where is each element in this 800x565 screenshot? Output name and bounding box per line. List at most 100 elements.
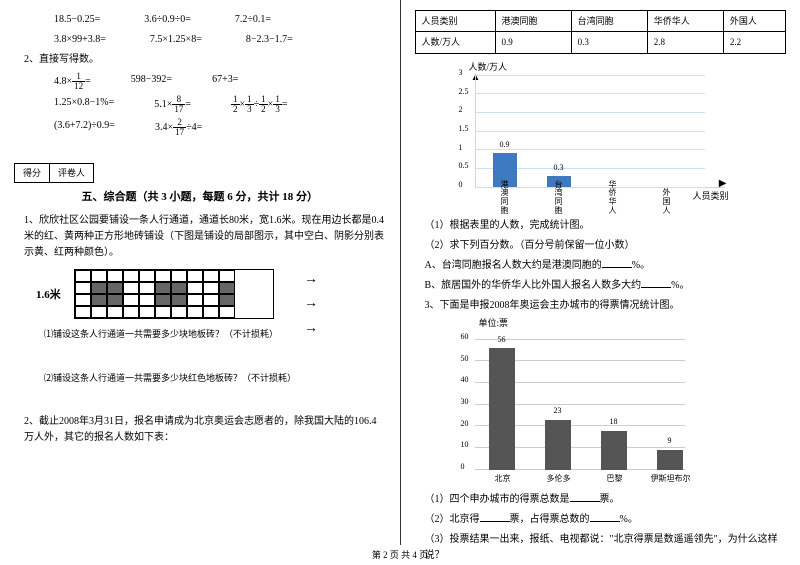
cell: 0.3	[571, 32, 647, 53]
y-tick: 60	[461, 331, 469, 344]
fraction: 12	[259, 95, 268, 114]
y-tick: 1	[459, 142, 463, 155]
y-tick: 0.5	[459, 160, 469, 173]
x-category: 华侨华人	[601, 181, 625, 216]
eq: 18.5−0.25=	[54, 12, 100, 28]
eq: 3.8×99+3.8=	[54, 32, 106, 48]
bar-value: 18	[601, 416, 627, 429]
text: %。	[620, 514, 638, 525]
score-box: 得分 评卷人	[14, 163, 94, 183]
section-5-title: 五、综合题（共 3 小题，每题 6 分，共计 18 分）	[14, 189, 386, 207]
q1-text: 1、欣欣社区公园要铺设一条人行通道，通道长80米，宽1.6米。现在用边长都是0.…	[24, 213, 386, 261]
arrow-right-icon: →	[304, 269, 318, 291]
y-tick: 40	[461, 374, 469, 387]
q2-title: 2、直接写得数。	[24, 52, 386, 68]
pave-grid	[74, 269, 274, 319]
score-label: 得分	[15, 164, 50, 182]
eq: 7.2÷0.1=	[235, 12, 271, 28]
bar	[601, 431, 627, 470]
th: 外国人	[723, 11, 785, 32]
text: （2）北京得	[425, 514, 480, 525]
q-2-2a: A、台湾同胞报名人数大约是港澳同胞的%。	[425, 258, 787, 274]
cell: 2.8	[647, 32, 723, 53]
equation-row: 3.8×99+3.8= 7.5×1.25×8= 8−2.3−1.7=	[54, 32, 386, 48]
arrow-icons: → → →	[304, 269, 318, 340]
applicant-bar-chart: 人数/万人 ▲ ▶ 人员类别 00.511.522.53 0.9港澳同胞0.3台…	[445, 62, 725, 212]
text: %。	[671, 280, 689, 291]
grid-line	[475, 131, 705, 132]
cell: 0.9	[495, 32, 571, 53]
blank	[641, 287, 671, 288]
y-tick: 2.5	[459, 86, 469, 99]
q-2-1: （1）根据表里的人数，完成统计图。	[425, 218, 787, 234]
y-tick: 2	[459, 104, 463, 117]
table-row: 人员类别 港澳同胞 台湾同胞 华侨华人 外国人	[415, 11, 786, 32]
den: 2	[259, 105, 268, 114]
eq-part: ÷4=	[186, 122, 202, 133]
x-category: 伊斯坦布尔	[649, 473, 693, 486]
q-2-2: （2）求下列百分数。（百分号前保留一位小数）	[425, 238, 787, 254]
fraction: 112	[72, 72, 85, 91]
equation-row: 1.25×0.8−1%= 5.1×817= 12×13÷12×13=	[54, 95, 386, 114]
eq: 12×13÷12×13=	[231, 95, 287, 114]
x-category: 外国人	[655, 189, 679, 215]
cell: 2.2	[723, 32, 785, 53]
eq: 1.25×0.8−1%=	[54, 95, 114, 114]
table-row: 人数/万人 0.9 0.3 2.8 2.2	[415, 32, 786, 53]
th: 华侨华人	[647, 11, 723, 32]
page-footer: 第 2 页 共 4 页	[0, 548, 800, 561]
y-tick: 50	[461, 353, 469, 366]
blank	[570, 501, 600, 502]
bar	[657, 450, 683, 470]
den: 12	[72, 82, 85, 91]
arrow-right-icon: →	[304, 318, 318, 340]
blank	[602, 267, 632, 268]
text: 票，占得票总数的	[510, 514, 590, 525]
fraction: 217	[173, 118, 186, 137]
eq: 67+3=	[212, 72, 238, 91]
q3-2: （2）北京得 票，占得票总数的 %。	[425, 512, 787, 528]
bar-value: 56	[489, 334, 515, 347]
eq: 7.5×1.25×8=	[150, 32, 202, 48]
y-tick: 30	[461, 396, 469, 409]
q-2-2b: B、旅居国外的华侨华人比外国人报名人数多大约 %。	[425, 278, 787, 294]
x-category: 港澳同胞	[493, 181, 517, 216]
text: B、旅居国外的华侨华人比外国人报名人数多大约	[425, 280, 642, 291]
den: 3	[245, 105, 254, 114]
equation-row: 4.8×112= 598−392= 67+3=	[54, 72, 386, 91]
th: 台湾同胞	[571, 11, 647, 32]
bar	[545, 420, 571, 470]
text: （1）四个申办城市的得票总数是	[425, 494, 570, 505]
pave-width-label: 1.6米	[36, 287, 61, 305]
blank	[590, 521, 620, 522]
x-category: 北京	[481, 473, 525, 486]
bar	[489, 348, 515, 469]
unit-label: 单位:票	[479, 316, 509, 330]
x-category: 巴黎	[593, 473, 637, 486]
grader-label: 评卷人	[50, 164, 93, 182]
text: 票。	[600, 494, 620, 505]
eq: 598−392=	[131, 72, 172, 91]
th: 人员类别	[415, 11, 495, 32]
paving-diagram: 1.6米 → → →	[74, 269, 274, 319]
eq-part: 3.4×	[155, 122, 173, 133]
eq-part: 4.8×	[54, 76, 72, 87]
equation-row: 18.5−0.25= 3.6÷0.9÷0= 7.2÷0.1=	[54, 12, 386, 28]
y-tick: 0	[461, 461, 465, 474]
fraction: 12	[231, 95, 240, 114]
den: 17	[172, 105, 185, 114]
bar-value: 9	[657, 435, 683, 448]
grid-line	[475, 112, 705, 113]
eq: 4.8×112=	[54, 72, 91, 91]
eq-part: 5.1×	[154, 99, 172, 110]
eq-part: =	[85, 76, 91, 87]
bar-value: 23	[545, 405, 571, 418]
votes-bar-chart: 单位:票 0102030405060 56北京23多伦多18巴黎9伊斯坦布尔	[445, 318, 725, 488]
eq: 8−2.3−1.7=	[246, 32, 293, 48]
den: 2	[231, 105, 240, 114]
sub-q1: ⑴铺设这条人行通道一共需要多少块地板砖？（不计损耗）	[44, 327, 386, 341]
x-axis-label: 人员类别	[692, 189, 728, 203]
eq-part: =	[185, 99, 191, 110]
eq: 5.1×817=	[154, 95, 191, 114]
y-tick: 20	[461, 418, 469, 431]
